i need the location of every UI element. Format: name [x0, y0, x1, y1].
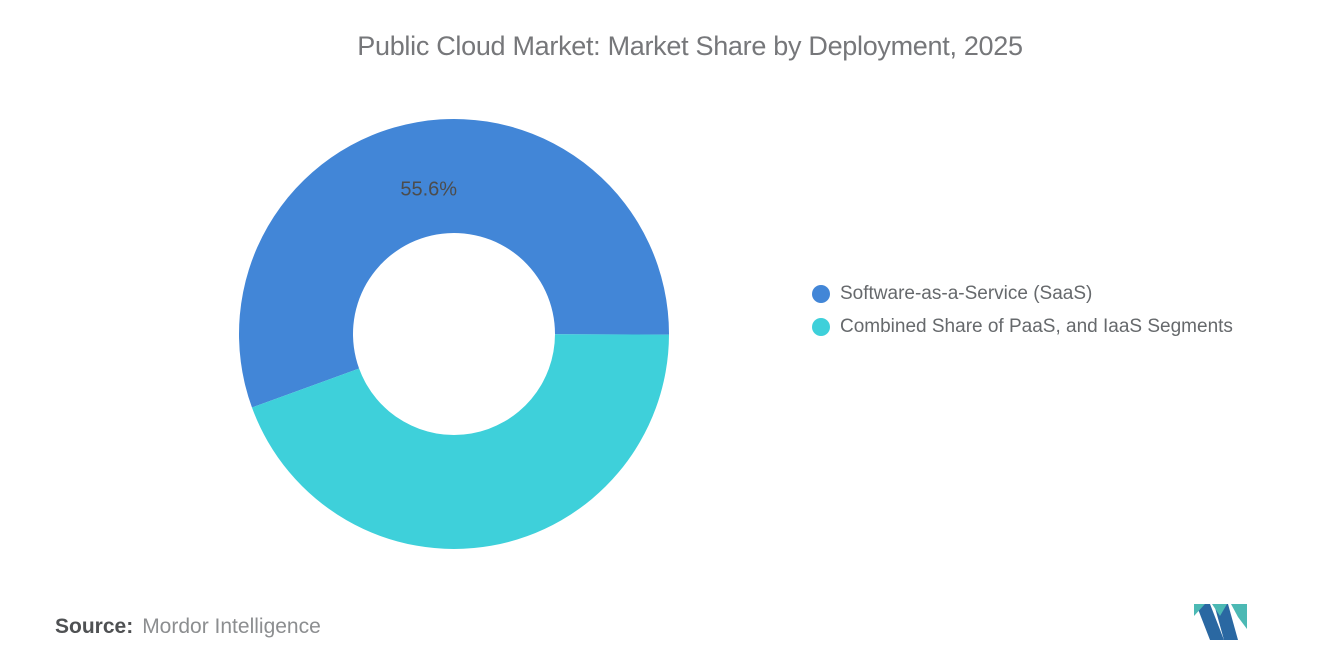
- source-label: Source:: [55, 615, 134, 638]
- slice-value-label: 55.6%: [400, 179, 457, 201]
- donut-chart-svg: 55.6%: [239, 118, 670, 549]
- legend-label-paas-iaas: Combined Share of PaaS, and IaaS Segment…: [840, 316, 1233, 337]
- donut-chart: 55.6%: [234, 114, 674, 554]
- chart-title: Public Cloud Market: Market Share by Dep…: [357, 31, 1023, 61]
- legend-item-paas-iaas[interactable]: Combined Share of PaaS, and IaaS Segment…: [812, 316, 1233, 337]
- legend-marker-saas-icon: [812, 285, 830, 303]
- legend-item-saas[interactable]: Software-as-a-Service (SaaS): [812, 283, 1233, 304]
- donut-slice-0[interactable]: [239, 118, 670, 408]
- logo-left-triangle: [1194, 604, 1205, 616]
- source-value: Mordor Intelligence: [142, 615, 321, 638]
- source-line: Source: Mordor Intelligence: [55, 615, 321, 639]
- logo-right-band: [1231, 604, 1247, 629]
- chart-legend: Software-as-a-Service (SaaS) Combined Sh…: [812, 283, 1233, 351]
- legend-label-saas: Software-as-a-Service (SaaS): [840, 283, 1093, 304]
- logo-middle-triangle: [1212, 604, 1227, 616]
- logo-left-diagonal: [1196, 604, 1224, 640]
- mordor-intelligence-logo: [1194, 604, 1247, 640]
- donut-slice-1[interactable]: [251, 334, 669, 549]
- legend-marker-paas-iaas-icon: [812, 318, 830, 336]
